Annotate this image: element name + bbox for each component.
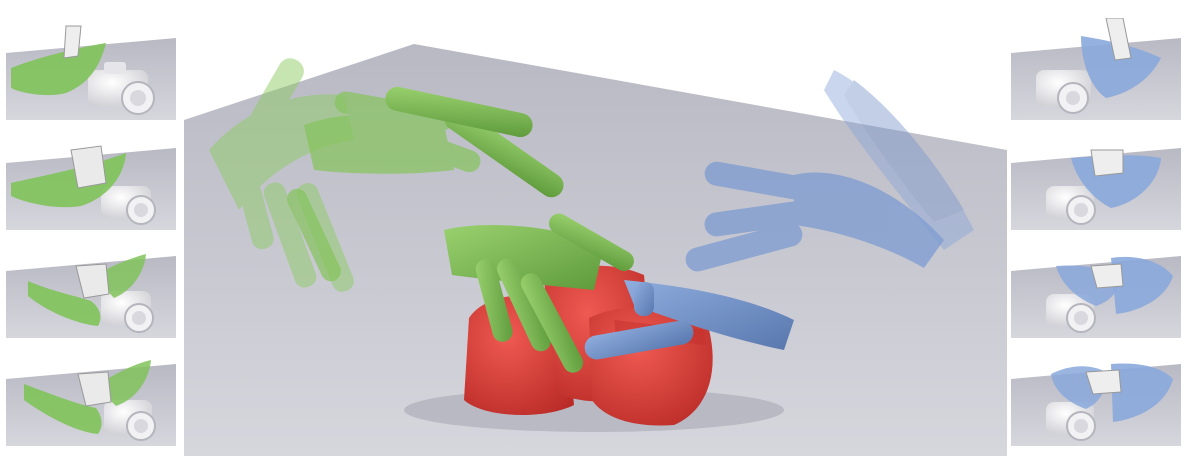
- main-scene: [184, 0, 1007, 456]
- right-thumbnail-4: [1011, 344, 1181, 446]
- right-thumbnail-1: [1011, 18, 1181, 120]
- left-thumbnail-4: [6, 344, 176, 446]
- right-thumbnail-2: [1011, 128, 1181, 230]
- left-thumbnail-1: [6, 18, 176, 120]
- left-thumbnail-2: [6, 128, 176, 230]
- right-thumbnail-3: [1011, 236, 1181, 338]
- left-thumbnail-3: [6, 236, 176, 338]
